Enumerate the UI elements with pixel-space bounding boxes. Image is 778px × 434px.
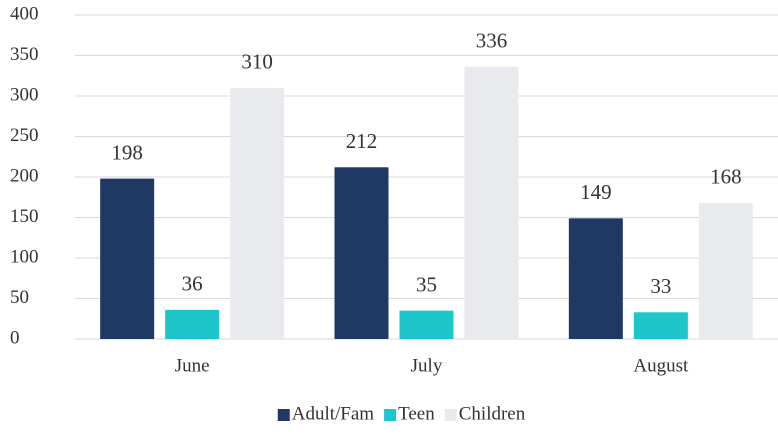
bar: [100, 178, 155, 339]
legend-label: Children: [459, 403, 526, 424]
legend-label: Teen: [398, 403, 435, 424]
bar: [464, 66, 519, 339]
legend-label: Adult/Fam: [292, 403, 375, 424]
y-tick-label: 350: [10, 44, 39, 65]
legend-swatch: [444, 409, 457, 421]
data-label: 149: [580, 180, 612, 204]
x-tick-label: August: [633, 355, 689, 376]
y-tick-label: 250: [10, 125, 39, 146]
legend-swatch: [384, 409, 397, 421]
data-label: 168: [710, 165, 742, 189]
data-label: 310: [241, 50, 273, 74]
legend-swatch: [277, 409, 290, 421]
bar: [633, 312, 688, 339]
bar: [165, 309, 220, 339]
y-tick-label: 0: [10, 327, 20, 348]
x-tick-label: June: [175, 355, 210, 376]
y-tick-label: 50: [10, 287, 29, 308]
data-label: 33: [650, 274, 671, 298]
bar: [568, 218, 623, 339]
y-tick-label: 300: [10, 84, 39, 105]
x-tick-label: July: [411, 355, 443, 376]
data-label: 36: [182, 272, 203, 296]
data-label: 336: [476, 29, 508, 53]
bar: [230, 87, 285, 340]
bar: [334, 167, 389, 339]
data-label: 212: [346, 129, 378, 153]
y-tick-label: 100: [10, 246, 39, 267]
data-label: 35: [416, 272, 437, 296]
y-tick-label: 150: [10, 206, 39, 227]
y-tick-label: 200: [10, 165, 39, 186]
data-label: 198: [111, 140, 143, 164]
bar: [399, 310, 454, 339]
bar: [698, 202, 753, 339]
y-tick-label: 400: [10, 3, 39, 24]
